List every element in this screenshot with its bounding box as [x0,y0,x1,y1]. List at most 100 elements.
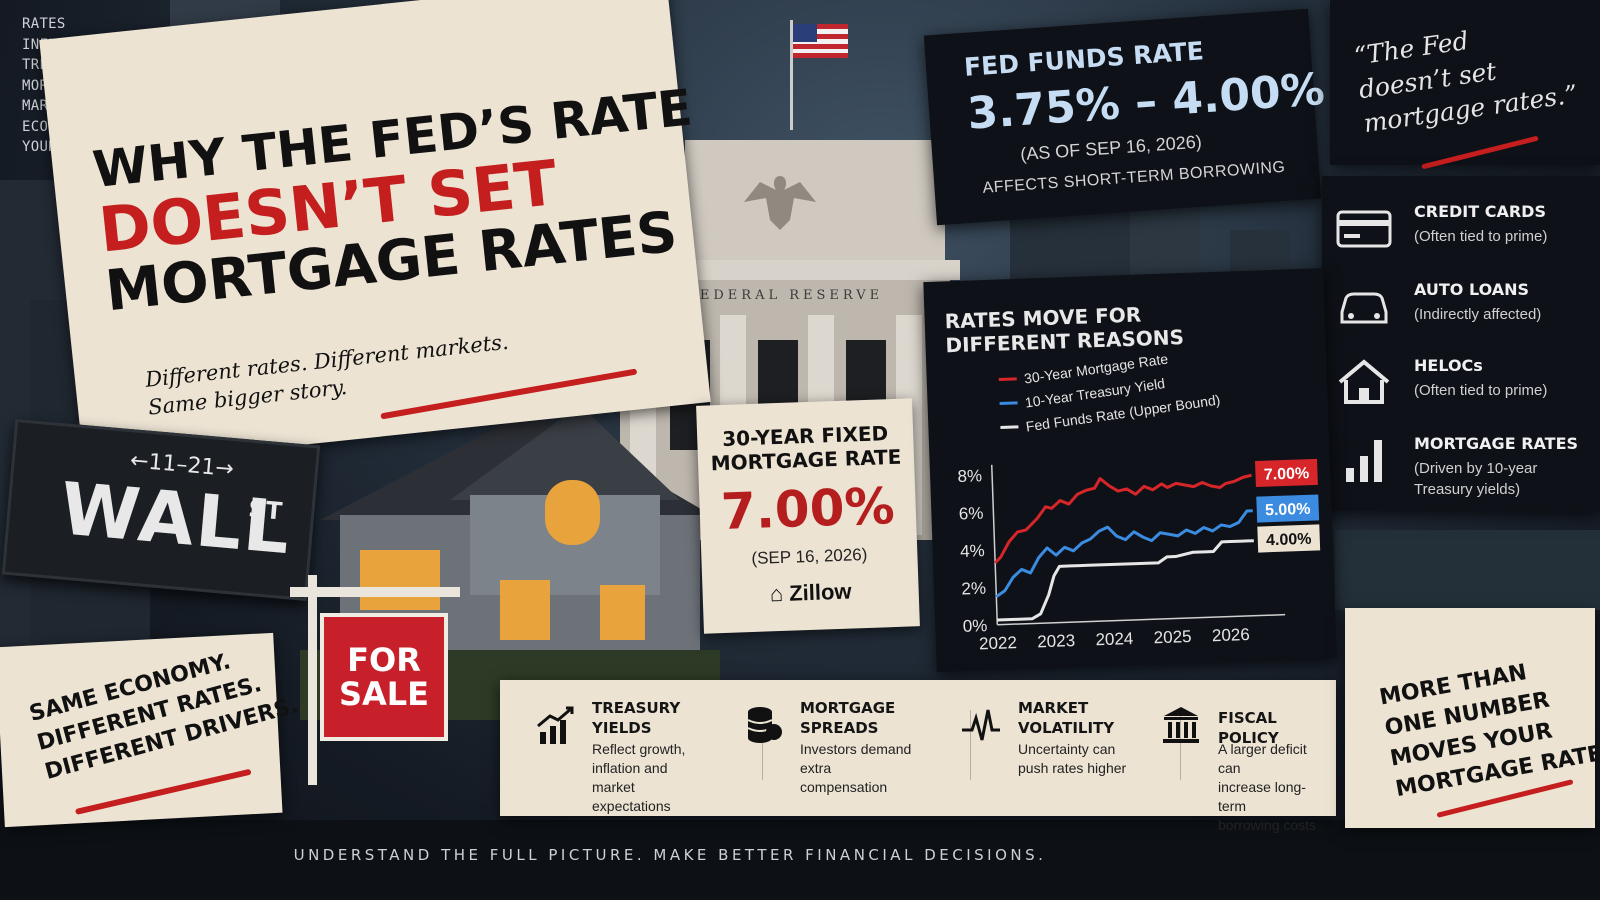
use-desc: (Indirectly affected) [1414,306,1542,323]
x-tick-label: 2022 [979,633,1017,653]
driver-treasury-yields: TREASURY YIELDS Reflect growth, inflatio… [506,694,706,814]
capitol-skyline [1335,530,1600,610]
use-desc: (Driven by 10-year Treasury yields) [1414,458,1537,500]
driver-desc: Investors demand extra compensation [800,740,914,797]
pulse-line-icon [962,709,1000,741]
y-tick-label: 0% [962,616,987,636]
use-item-helocs: HELOCs (Often tied to prime) [1322,352,1592,424]
sign-text: FOR [347,641,421,679]
tagline-text: SAME ECONOMY. DIFFERENT RATES. DIFFERENT… [26,633,302,788]
fed-funds-date: (AS OF SEP 16, 2026) [1019,131,1203,165]
driver-title: TREASURY YIELDS [592,698,680,738]
fed-funds-card: FED FUNDS RATE 3.75% – 4.00% (AS OF SEP … [923,8,1326,226]
zillow-house-icon: ⌂ [769,580,784,607]
source-name: Zillow [788,578,852,606]
driver-title-line: VOLATILITY [1018,719,1115,737]
driver-fiscal-policy: FISCAL POLICY A larger deficit can incre… [1132,694,1332,833]
mortgage-rate-value: 7.00% [720,476,896,542]
use-desc-line: Treasury yields) [1414,481,1521,498]
building-frieze: FEDERAL RESERVE [686,288,884,303]
use-title: HELOCs [1414,356,1483,375]
rising-bars-icon [537,706,574,744]
driver-desc-line: increase long-term [1218,779,1306,814]
mortgage-rate-card: 30-YEAR FIXED MORTGAGE RATE 7.00% (SEP 1… [696,398,920,634]
y-tick-label: 8% [957,466,982,486]
driver-title-line: SPREADS [800,719,879,737]
y-axis-line [990,464,999,625]
building-cornice [620,260,960,280]
driver-desc: Reflect growth, inflation and market exp… [592,740,706,816]
street-suffix: ST [247,494,284,526]
y-tick-label: 2% [961,579,986,599]
driver-desc-line: Reflect growth, [592,741,686,757]
use-desc: (Often tied to prime) [1414,228,1548,245]
callout-card: MORE THAN ONE NUMBER MOVES YOUR MORTGAGE… [1345,608,1600,828]
footer-tagline: UNDERSTAND THE FULL PICTURE. MAKE BETTER… [293,846,1047,864]
building-upper [685,140,945,280]
y-tick-label: 4% [960,541,985,561]
end-label-box [1255,458,1318,487]
sign-board: FOR SALE [320,613,448,741]
driver-desc-line: Uncertainty can [1018,741,1116,757]
credit-card-icon [1336,210,1392,248]
headline-card: WHY THE FED’S RATE DOESN’T SET MORTGAGE … [39,0,711,468]
divider [1180,710,1181,780]
quote-text: “The Fed doesn’t set mortgage rates.” [1352,10,1580,141]
x-tick-label: 2026 [1212,625,1250,645]
driver-title: MORTGAGE SPREADS [800,698,895,738]
driver-title: MARKET VOLATILITY [1018,698,1114,738]
divider [970,710,971,780]
us-flag-icon [790,20,848,130]
rates-chart-card: RATES MOVE FOR DIFFERENT REASONS 0% 2% 4% 6… [923,268,1337,672]
for-sale-sign: FOR SALE [290,575,460,785]
sign-arm [290,587,460,597]
use-title: MORTGAGE RATES [1414,434,1579,453]
bar-chart-icon [1346,440,1382,482]
driver-desc-line: extra compensation [800,760,888,795]
driver-market-volatility: MARKET VOLATILITY Uncertainty can push r… [932,694,1132,804]
driver-desc-line: A larger deficit can [1218,741,1307,776]
driver-desc-line: Investors demand [800,741,912,757]
government-building-icon [1163,707,1199,743]
end-label-box [1257,524,1321,553]
use-item-auto-loans: AUTO LOANS (Indirectly affected) [1322,276,1592,348]
series-line [995,509,1253,598]
rate-uses-panel: CREDIT CARDS (Often tied to prime) AUTO … [1322,176,1600,511]
sign-text: SALE [338,675,430,713]
end-label-box [1256,494,1320,523]
source-label: ⌂ Zillow [702,576,919,610]
use-item-credit-cards: CREDIT CARDS (Often tied to prime) [1322,198,1592,270]
wall-street-sign: ←11–21→ WALL ST [1,418,321,602]
eagle-statue-icon [744,176,816,230]
driver-title: FISCAL POLICY [1218,708,1332,748]
rate-drivers-panel: TREASURY YIELDS Reflect growth, inflatio… [500,680,1336,833]
driver-title-line: MARKET [1018,699,1089,717]
mortgage-rate-date: (SEP 16, 2026) [751,544,868,568]
coin-stack-icon [747,707,782,743]
series-line [994,473,1252,564]
use-desc-line: (Driven by 10-year [1414,460,1538,477]
driver-desc: Uncertainty can push rates higher [1018,740,1126,778]
headline-subtitle: Different rates. Different markets. Same… [144,328,513,422]
use-title: CREDIT CARDS [1414,202,1546,221]
driver-title-line: FISCAL POLICY [1218,709,1279,747]
x-axis-line [997,613,1286,626]
house-icon [1338,359,1390,404]
x-tick-label: 2023 [1037,631,1075,651]
quote-card: “The Fed doesn’t set mortgage rates.” [1330,0,1600,170]
legend-swatch [998,377,1017,382]
sign-post [308,575,317,785]
end-value-label: 4.00% [1266,531,1312,550]
driver-title-line: MORTGAGE [800,699,896,717]
driver-mortgage-spreads: MORTGAGE SPREADS Investors demand extra … [714,694,914,804]
driver-desc: A larger deficit can increase long-term … [1218,740,1332,835]
driver-desc-line: expectations [592,798,671,814]
driver-title-line: YIELDS [592,719,652,737]
legend-swatch [999,401,1018,406]
use-desc: (Often tied to prime) [1414,382,1548,399]
driver-title-line: TREASURY [592,699,681,717]
end-value-label: 5.00% [1265,501,1311,520]
mortgage-rate-title: 30-YEAR FIXED MORTGAGE RATE [697,420,915,476]
red-underline [1421,135,1539,170]
